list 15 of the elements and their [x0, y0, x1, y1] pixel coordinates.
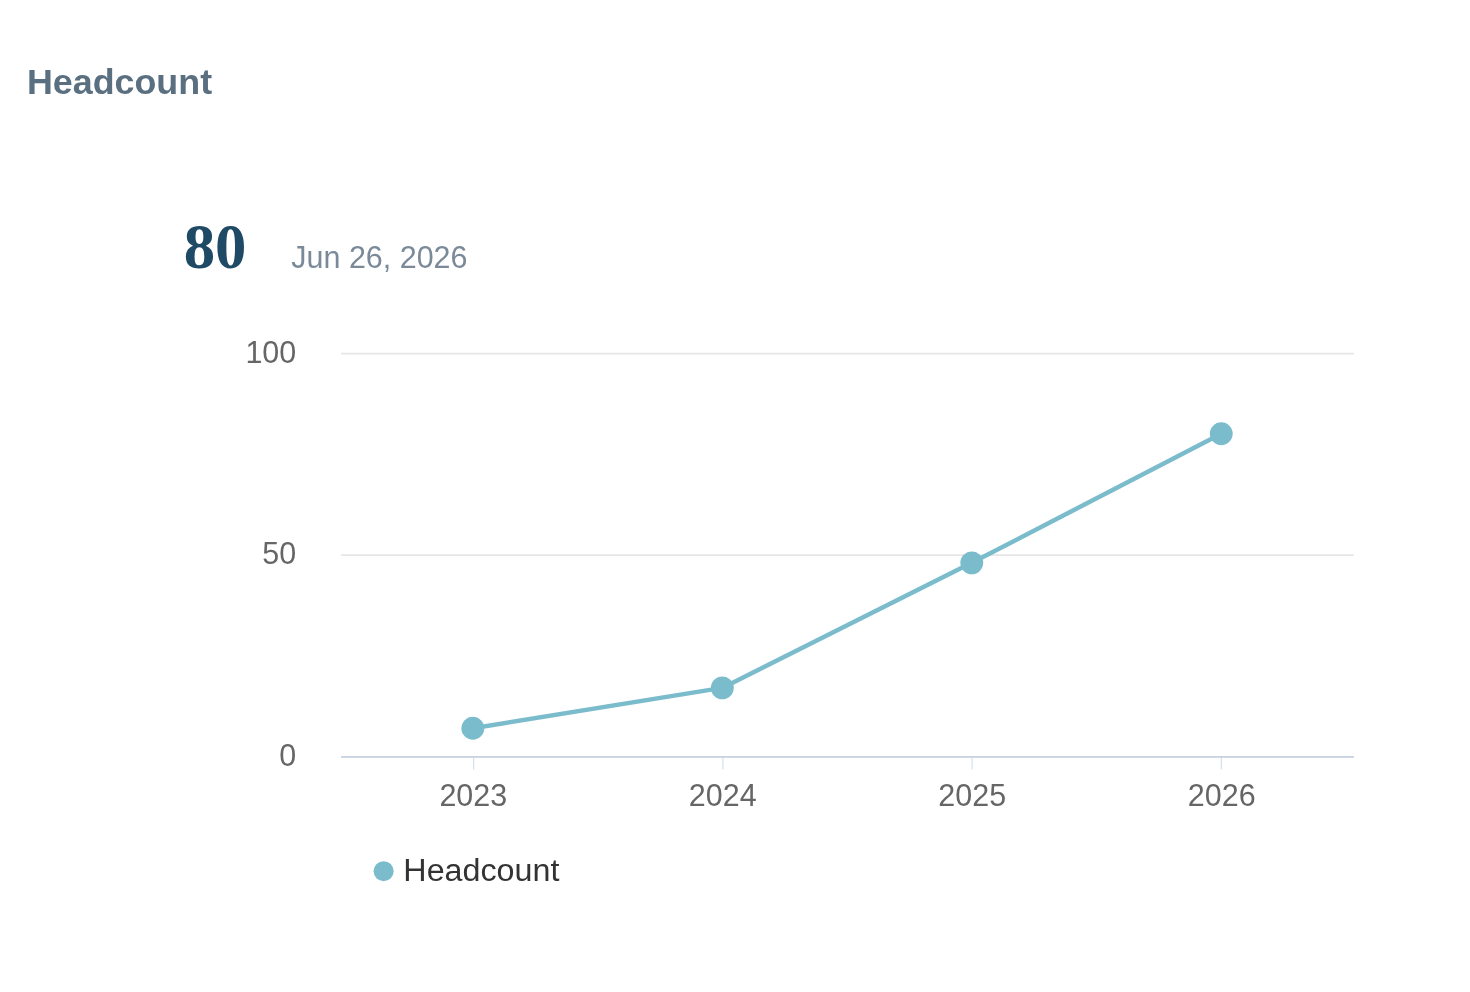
point	[1209, 422, 1233, 446]
y-tick-label: 0	[279, 737, 297, 772]
x-tick-label: 2024	[688, 778, 757, 813]
x-tick-label: 2025	[938, 778, 1007, 813]
chart-title: Headcount	[26, 62, 213, 103]
text: Jun 26, 2026	[291, 239, 468, 274]
y-tick-label: 50	[262, 536, 297, 571]
point	[710, 676, 734, 700]
text: 80	[183, 211, 247, 282]
y-tick-label: 100	[245, 334, 297, 369]
point	[960, 551, 984, 575]
x-tick-label: 2026	[1187, 778, 1256, 813]
point	[461, 716, 485, 740]
legend-label: Headcount	[403, 852, 560, 889]
x-tick-label: 2023	[439, 778, 508, 813]
